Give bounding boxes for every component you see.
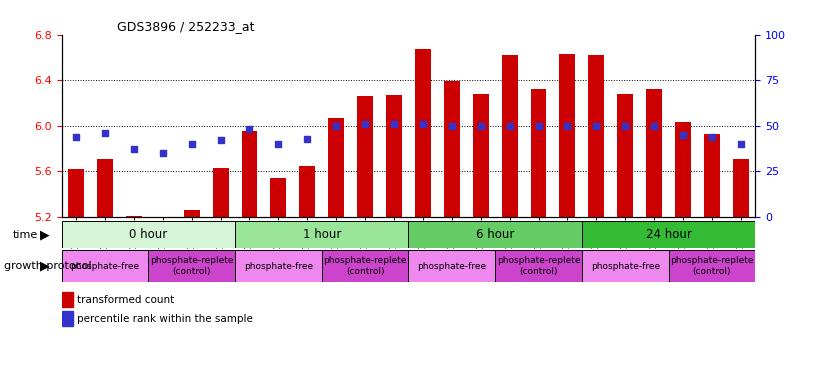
- Bar: [97, 159, 112, 217]
- Bar: [733, 159, 749, 217]
- Bar: [473, 94, 488, 217]
- Bar: [704, 134, 720, 217]
- Bar: [495, 250, 582, 282]
- Bar: [155, 217, 171, 218]
- Point: [475, 123, 488, 129]
- Bar: [559, 54, 576, 217]
- Bar: [62, 311, 73, 326]
- Bar: [582, 221, 755, 248]
- Point: [705, 134, 718, 140]
- Point: [416, 121, 429, 127]
- Bar: [62, 221, 235, 248]
- Text: phosphate-replete
(control): phosphate-replete (control): [323, 257, 407, 276]
- Text: 24 hour: 24 hour: [645, 228, 691, 241]
- Point: [388, 121, 401, 127]
- Point: [329, 123, 342, 129]
- Text: phosphate-replete
(control): phosphate-replete (control): [670, 257, 754, 276]
- Text: growth protocol: growth protocol: [4, 261, 92, 271]
- Point: [503, 123, 516, 129]
- Text: phosphate-replete
(control): phosphate-replete (control): [150, 257, 233, 276]
- Point: [589, 123, 603, 129]
- Bar: [126, 216, 142, 217]
- Point: [127, 146, 140, 152]
- Bar: [213, 168, 228, 217]
- Bar: [68, 169, 84, 217]
- Bar: [502, 55, 517, 217]
- Bar: [409, 250, 495, 282]
- Text: 0 hour: 0 hour: [129, 228, 167, 241]
- Point: [359, 121, 372, 127]
- Text: time: time: [12, 230, 38, 240]
- Point: [99, 130, 112, 136]
- Bar: [270, 178, 287, 217]
- Bar: [444, 81, 460, 217]
- Bar: [357, 96, 373, 217]
- Point: [185, 141, 198, 147]
- Point: [272, 141, 285, 147]
- Text: ▶: ▶: [39, 228, 49, 241]
- Text: GDS3896 / 252233_at: GDS3896 / 252233_at: [117, 20, 255, 33]
- Point: [243, 126, 256, 132]
- Bar: [386, 95, 402, 217]
- Bar: [235, 250, 322, 282]
- Point: [70, 134, 83, 140]
- Point: [648, 123, 661, 129]
- Point: [214, 137, 227, 144]
- Point: [734, 141, 747, 147]
- Text: phosphate-replete
(control): phosphate-replete (control): [497, 257, 580, 276]
- Bar: [409, 221, 582, 248]
- Bar: [62, 250, 149, 282]
- Text: phosphate-free: phosphate-free: [71, 262, 140, 271]
- Point: [619, 123, 632, 129]
- Text: percentile rank within the sample: percentile rank within the sample: [77, 314, 253, 324]
- Bar: [582, 250, 668, 282]
- Point: [445, 123, 458, 129]
- Bar: [322, 250, 408, 282]
- Bar: [646, 89, 662, 217]
- Bar: [617, 94, 633, 217]
- Text: 6 hour: 6 hour: [476, 228, 514, 241]
- Bar: [675, 122, 691, 217]
- Text: 1 hour: 1 hour: [303, 228, 341, 241]
- Text: phosphate-free: phosphate-free: [244, 262, 313, 271]
- Bar: [300, 166, 315, 217]
- Bar: [328, 118, 344, 217]
- Text: phosphate-free: phosphate-free: [590, 262, 660, 271]
- Bar: [241, 131, 258, 217]
- Text: phosphate-free: phosphate-free: [417, 262, 486, 271]
- Point: [156, 150, 169, 156]
- Point: [532, 123, 545, 129]
- Bar: [184, 210, 200, 217]
- Point: [561, 123, 574, 129]
- Text: transformed count: transformed count: [77, 295, 174, 305]
- Text: ▶: ▶: [39, 260, 49, 273]
- Bar: [530, 89, 547, 217]
- Bar: [589, 55, 604, 217]
- Bar: [668, 250, 755, 282]
- Point: [677, 132, 690, 138]
- Bar: [235, 221, 409, 248]
- Bar: [62, 292, 73, 307]
- Bar: [149, 250, 235, 282]
- Bar: [415, 50, 431, 217]
- Point: [300, 136, 314, 142]
